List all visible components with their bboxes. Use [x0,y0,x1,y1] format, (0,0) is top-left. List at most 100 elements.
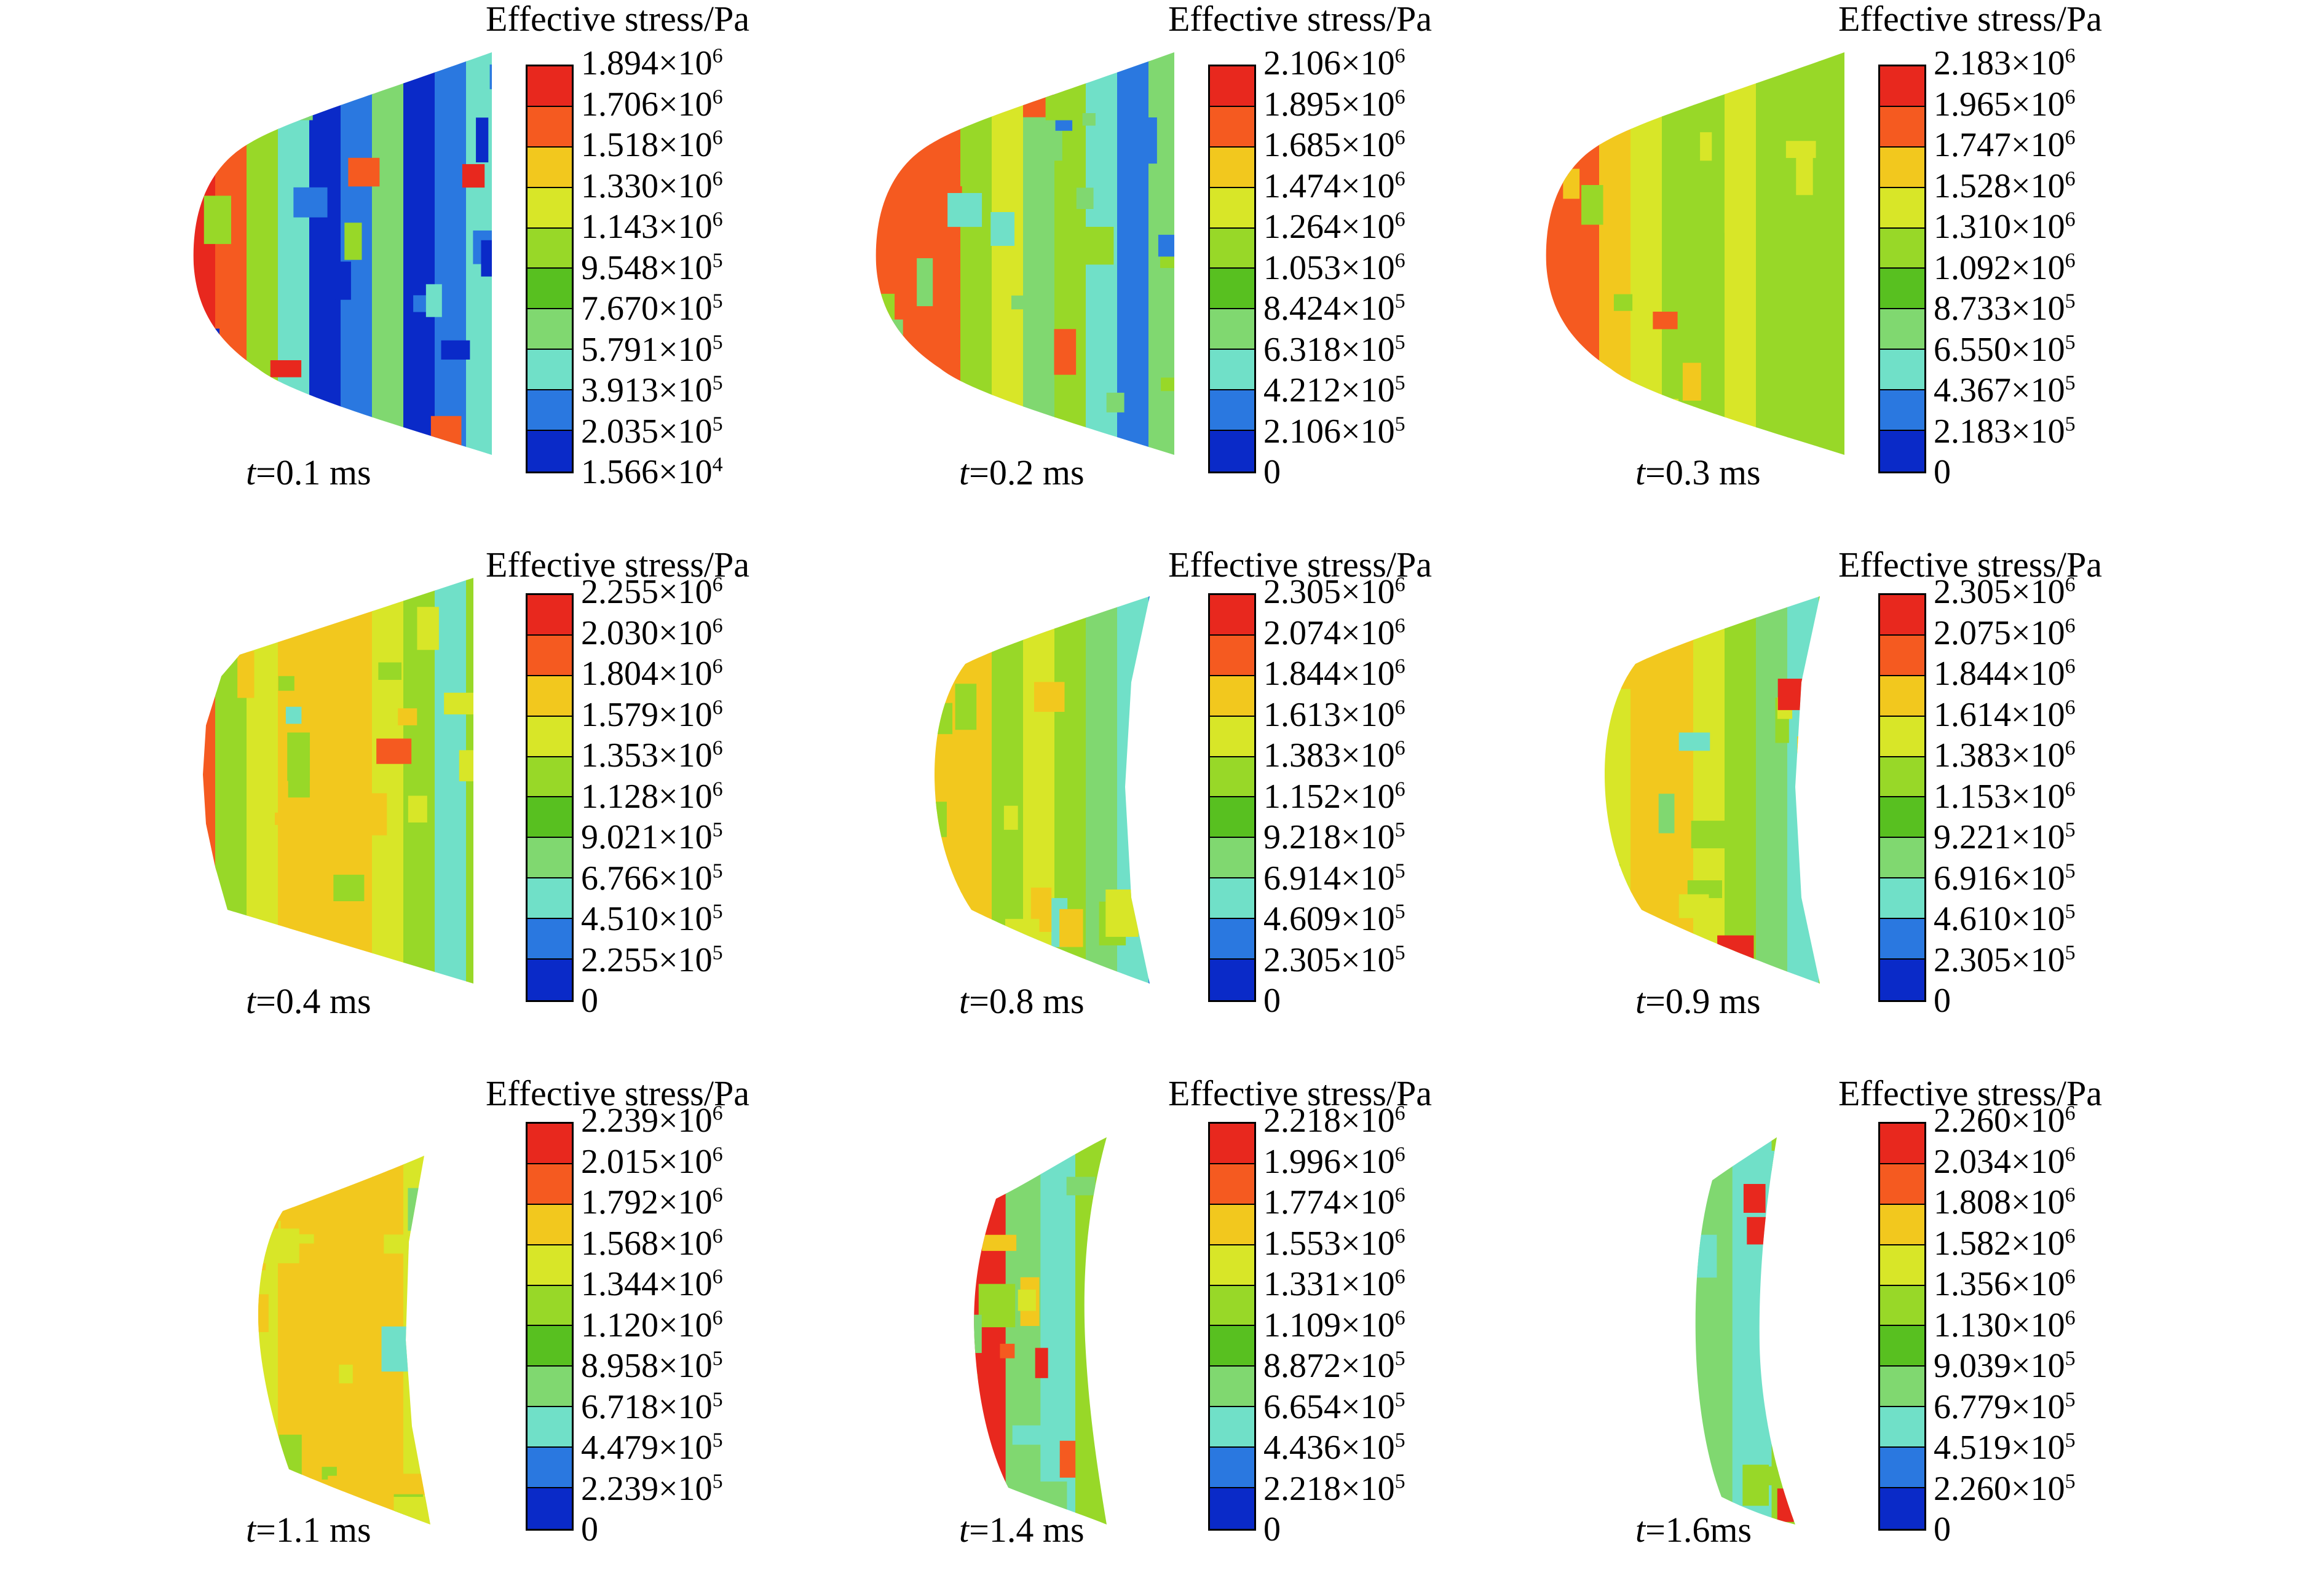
stress-patch [880,1506,910,1546]
colorbar-segment [1210,390,1254,432]
colorbar-tick-label: 1.053×106 [1263,248,1405,287]
colorbar-tick-label: 1.566×104 [581,453,723,491]
stress-patch [1059,65,1093,80]
stress-patch [1847,438,1862,487]
stress-patch [390,981,416,984]
stress-band [1630,52,1663,455]
stress-patch [1768,1258,1795,1304]
colorbar-tick-label: 1.582×106 [1934,1224,2076,1263]
stress-patch [1784,1362,1795,1411]
stress-patch [1034,682,1065,712]
stress-patch [1846,215,1877,245]
colorbar-tick-label: 1.528×106 [1934,167,2076,205]
colorbar-tick-label: 1.109×106 [1263,1306,1405,1344]
stress-patch [193,138,210,154]
stress-patch [1563,694,1583,719]
colorbar-tick-label: 1.792×106 [581,1183,723,1221]
colorbar-tick-label: 1.264×106 [1263,208,1405,246]
stress-patch [1076,187,1094,210]
colorbar-segment [528,1245,572,1286]
colorbar-segment [1880,228,1924,269]
stress-patch [1012,1425,1042,1445]
stress-patch [1614,1299,1639,1333]
stress-patch [982,1234,1017,1251]
colorbar-segment [528,1448,572,1489]
stress-band [466,1094,499,1561]
stress-band [1630,596,1663,984]
stress-patch [935,959,966,981]
stress-patch [1106,392,1124,412]
colorbar-tick-label: 2.239×106 [581,1102,723,1140]
colorbar-segment [528,919,572,960]
stress-patch [1612,431,1626,446]
colorbar-tick-label: 2.106×105 [1263,412,1405,451]
stress-patch [1003,805,1018,830]
stress-patch [285,706,302,724]
stress-band [1693,52,1726,455]
stress-band [992,52,1024,455]
stress-patch [1005,918,1040,945]
stress-patch [1761,1466,1787,1486]
colorbar-tick-label: 2.030×106 [581,613,723,652]
colorbar-tick-label: 1.965×106 [1934,85,2076,124]
stress-band [278,52,310,455]
stress-patch [430,416,462,454]
colorbar-tick-label: 2.106×106 [1263,44,1405,82]
stress-band [1117,596,1150,984]
stress-patch [193,356,218,396]
colorbar-tick-label: 1.553×106 [1263,1224,1405,1263]
stress-patch [212,432,235,455]
stress-patch [1158,234,1174,257]
colorbar-tick-label: 6.916×105 [1934,859,2076,898]
colorbar-tick-label: 2.255×106 [581,573,723,611]
stress-patch [348,157,380,187]
stress-patch [1562,944,1592,968]
stress-band [1075,1137,1107,1525]
stress-band [1110,1094,1147,1561]
contour-panel: Effective stress/Pa 2.260×106 2.034×106 1.8… [1353,1057,2127,1586]
colorbar-segment [528,1204,572,1245]
stress-patch [1539,683,1558,727]
time-variable: t [959,981,970,1021]
stress-patch [263,1228,299,1263]
colorbar-segment [1880,1326,1924,1367]
colorbar-segment [528,431,572,471]
stress-contour-plot [193,52,492,455]
stress-patch [444,692,473,715]
colorbar-tick-label: 8.958×105 [581,1347,723,1385]
colorbar-tick-label: 1.996×106 [1263,1142,1405,1181]
stress-patch [489,795,521,842]
stress-contour-plot [1589,1094,1795,1561]
time-variable: t [1635,452,1646,492]
stress-band [309,1156,342,1525]
stress-patch [1724,190,1743,233]
stress-patch [1589,1451,1616,1497]
colorbar-tick-label: 1.844×106 [1934,655,2076,693]
colorbar [526,593,574,1002]
stress-patch [1045,95,1078,120]
stress-band [1654,1094,1694,1561]
stress-patch [278,676,294,691]
stress-patch [419,1399,430,1417]
colorbar-tick-label: 8.424×105 [1263,290,1405,328]
colorbar-segment [1880,676,1924,717]
stress-patch [1132,803,1150,824]
colorbar-segment [1880,1407,1924,1448]
colorbar-tick-label: 2.260×105 [1934,1469,2076,1508]
stress-patch [932,62,968,75]
colorbar-segment [1210,838,1254,879]
stress-band [435,52,467,455]
stress-patch [990,211,1015,246]
stress-patch [1139,1332,1159,1369]
stress-patch [381,1326,411,1372]
stress-contour-plot [1546,52,1877,487]
stress-patch [234,1354,256,1368]
stress-patch [947,192,982,227]
colorbar-tick-label: 1.128×106 [581,777,723,816]
contour-panel: Effective stress/Pa 2.239×106 2.015×106 1.7… [0,1057,775,1586]
colorbar-tick-label: 1.614×106 [1934,695,2076,734]
time-label: t=1.4 ms [959,1512,1085,1548]
colorbar-tick-label: 2.183×105 [1934,412,2076,451]
colorbar-tick-label: 1.153×106 [1934,777,2076,816]
stress-patch [1605,864,1621,892]
